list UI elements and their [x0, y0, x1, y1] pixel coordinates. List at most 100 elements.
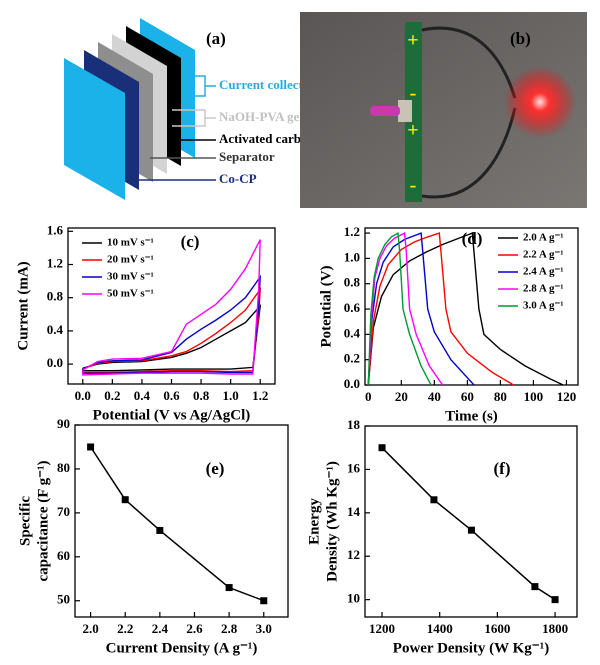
clip — [398, 100, 412, 122]
y-tick-label: 12 — [347, 547, 360, 562]
y-tick-label: 0.8 — [344, 275, 361, 290]
legend-label: 2.0 A g⁻¹ — [523, 232, 564, 244]
panel-tag: (d) — [462, 229, 483, 248]
series-line — [367, 231, 432, 386]
x-tick-label: 1400 — [427, 621, 453, 636]
y-tick-label: 70 — [57, 504, 70, 519]
panel-tag: (b) — [510, 29, 531, 48]
y-tick-label: 10 — [347, 591, 360, 606]
x-axis-label: Current Density (A g⁻¹) — [106, 640, 258, 656]
series-line — [367, 232, 564, 386]
series-line — [367, 232, 514, 386]
layer-label: Activated carbon — [219, 131, 315, 146]
series-line — [381, 447, 556, 601]
y-tick-label: 18 — [347, 417, 361, 432]
series-line — [367, 232, 475, 386]
layer-label: NaOH-PVA gel — [219, 109, 303, 124]
y-tick-label: 0.4 — [47, 322, 64, 337]
x-tick-label: 120 — [557, 389, 577, 404]
y-tick-label: 0.4 — [344, 325, 361, 340]
plot-frame — [67, 227, 276, 385]
x-tick-label: 80 — [494, 389, 507, 404]
layer-label: Co-CP — [219, 171, 257, 186]
series-line — [89, 446, 265, 602]
x-tick-label: 0.6 — [163, 388, 180, 403]
y-tick-label: 60 — [57, 548, 70, 563]
x-tick-label: 0.8 — [193, 388, 210, 403]
x-axis-label: Time (s) — [445, 408, 498, 424]
layer-label: Separator — [219, 149, 275, 164]
series-line — [367, 232, 444, 386]
panel-tag: (c) — [181, 232, 200, 251]
x-tick-label: 2.0 — [82, 621, 98, 636]
x-tick-label: 100 — [524, 389, 544, 404]
legend-label: 2.8 A g⁻¹ — [523, 283, 564, 295]
marker — [156, 526, 164, 534]
x-tick-label: 60 — [461, 389, 474, 404]
plot-frame — [74, 424, 289, 618]
polarity: - — [410, 175, 417, 197]
y-axis-label: Current (mA) — [15, 261, 31, 350]
marker — [225, 584, 233, 592]
series-line — [82, 274, 262, 374]
x-tick-label: 0 — [365, 389, 372, 404]
series-line — [82, 239, 261, 376]
series-line — [82, 287, 262, 374]
marker — [531, 583, 539, 591]
panel-b: (b) + - + - — [300, 12, 587, 208]
legend-label: 2.2 A g⁻¹ — [523, 249, 564, 261]
polarity: + — [407, 30, 418, 52]
y-axis-label: Density (Wh Kg⁻¹) — [324, 461, 340, 582]
x-tick-label: 1600 — [484, 621, 510, 636]
marker — [121, 496, 129, 504]
legend-label: 50 mV s⁻¹ — [107, 288, 154, 300]
x-tick-label: 1200 — [369, 621, 395, 636]
x-axis-label: Power Density (W Kg⁻¹) — [393, 640, 549, 656]
y-tick-label: 90 — [57, 416, 70, 431]
panel-tag: (f) — [494, 459, 511, 478]
x-tick-label: 40 — [428, 389, 441, 404]
y-tick-label: 1.6 — [47, 222, 64, 237]
x-tick-label: 0.0 — [75, 388, 91, 403]
legend-label: 20 mV s⁻¹ — [107, 254, 154, 266]
y-tick-label: 1.2 — [47, 255, 63, 270]
x-tick-label: 2.8 — [221, 621, 238, 636]
plot-frame — [364, 425, 578, 618]
marker — [87, 443, 95, 451]
y-tick-label: 0.0 — [47, 355, 63, 370]
x-tick-label: 2.4 — [152, 621, 169, 636]
panel-tag: (e) — [206, 459, 225, 478]
device-strip — [405, 22, 422, 202]
y-tick-label: 14 — [347, 504, 361, 519]
plot-frame — [364, 227, 579, 386]
series-line — [82, 303, 262, 372]
x-tick-label: 1.2 — [252, 388, 268, 403]
y-axis-label: Energy — [306, 498, 322, 545]
bracket — [172, 109, 216, 127]
y-axis-label: Potential (V) — [318, 265, 334, 347]
legend-label: 10 mV s⁻¹ — [107, 237, 154, 249]
x-tick-label: 2.2 — [117, 621, 133, 636]
x-tick-label: 2.6 — [186, 621, 203, 636]
x-tick-label: 1800 — [542, 621, 568, 636]
y-tick-label: 0.6 — [344, 300, 361, 315]
legend-label: 2.4 A g⁻¹ — [523, 266, 564, 278]
x-axis-label: Potential (V vs Ag/AgCl) — [93, 407, 251, 423]
x-tick-label: 20 — [395, 389, 408, 404]
x-tick-label: 1.0 — [223, 388, 239, 403]
y-tick-label: 0.2 — [344, 351, 360, 366]
bracket — [190, 75, 216, 97]
y-tick-label: 1.0 — [344, 249, 360, 264]
y-tick-label: 0.8 — [47, 289, 64, 304]
layer-label: Current collector — [219, 77, 315, 92]
panel-a: (a) Current collector NaOH-PVA gel Activ… — [64, 18, 315, 200]
marker — [378, 444, 386, 452]
x-tick-label: 3.0 — [256, 621, 272, 636]
marker — [430, 496, 438, 504]
polarity: - — [410, 83, 417, 105]
y-tick-label: 80 — [57, 460, 70, 475]
marker — [551, 596, 559, 604]
clip — [370, 106, 400, 116]
layer-front-collector — [64, 58, 125, 200]
